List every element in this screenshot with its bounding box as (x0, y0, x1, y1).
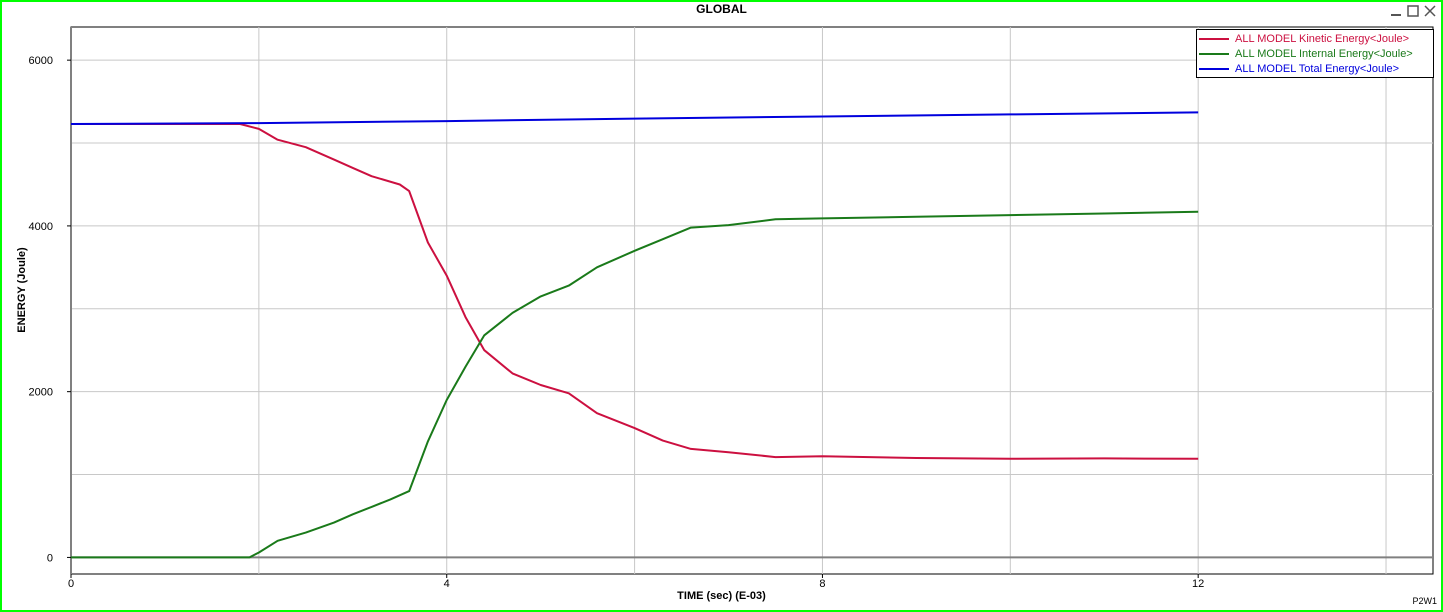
legend-item-total[interactable]: ALL MODEL Total Energy<Joule> (1199, 61, 1399, 76)
maximize-icon[interactable] (1406, 4, 1420, 18)
y-tick-label: 2000 (29, 387, 53, 399)
plot-area (70, 26, 1434, 575)
page-title: GLOBAL (696, 2, 747, 16)
series-lines (70, 111, 1199, 559)
series-line-0 (71, 123, 1199, 460)
legend-swatch (1199, 67, 1229, 70)
series-line-1 (71, 210, 1199, 559)
series-line-2 (70, 111, 1199, 125)
legend-item-kinetic[interactable]: ALL MODEL Kinetic Energy<Joule> (1199, 31, 1409, 46)
x-tick-label: 12 (1192, 578, 1204, 590)
viewport-id: P2W1 (1412, 596, 1437, 606)
y-tick-label: 0 (47, 552, 53, 564)
legend-swatch (1199, 52, 1229, 55)
y-axis-label: ENERGY (Joule) (16, 247, 28, 333)
legend-label: ALL MODEL Kinetic Energy<Joule> (1235, 32, 1410, 45)
legend-label: ALL MODEL Total Energy<Joule> (1235, 62, 1400, 75)
x-tick-label: 4 (444, 578, 450, 590)
y-tick-label: 6000 (29, 55, 53, 67)
minimize-icon[interactable] (1389, 4, 1403, 18)
legend-swatch (1199, 37, 1229, 40)
close-icon[interactable] (1423, 4, 1437, 18)
legend: ALL MODEL Kinetic Energy<Joule> ALL MODE… (1196, 29, 1434, 78)
legend-item-internal[interactable]: ALL MODEL Internal Energy<Joule> (1199, 46, 1413, 61)
axes: 0 4 8 12 0 2000 4000 6000 (29, 27, 1433, 590)
y-tick-label: 4000 (29, 221, 53, 233)
x-axis-label: TIME (sec) (E-03) (677, 590, 766, 602)
grid (71, 27, 1433, 574)
x-tick-label: 8 (819, 578, 825, 590)
x-tick-label: 0 (68, 578, 74, 590)
legend-label: ALL MODEL Internal Energy<Joule> (1235, 47, 1413, 60)
